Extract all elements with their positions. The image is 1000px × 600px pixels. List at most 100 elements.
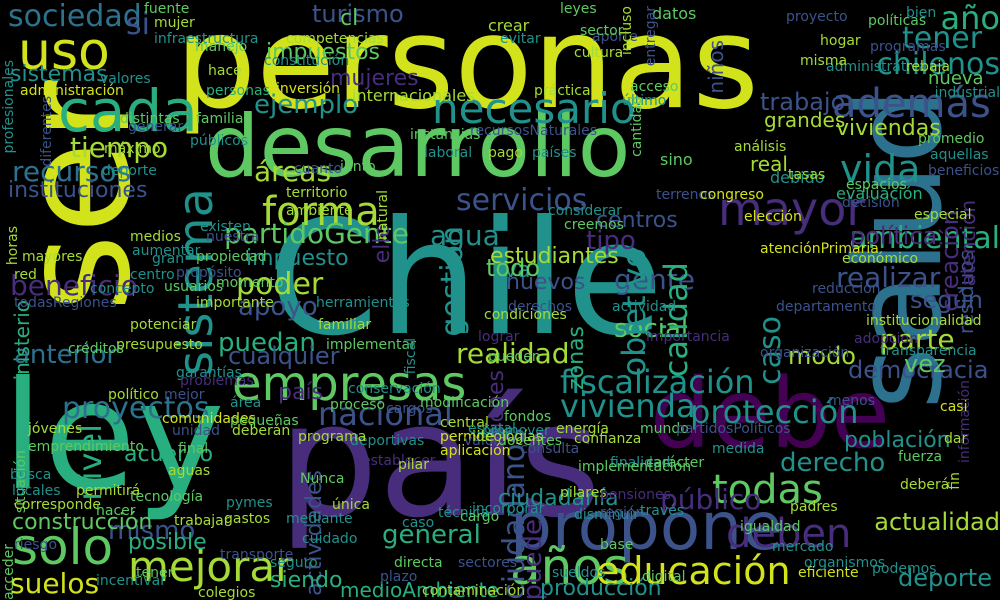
cloud-word: pueden xyxy=(488,349,541,365)
cloud-word: gente xyxy=(614,263,695,296)
cloud-word: aumentar xyxy=(132,243,201,259)
cloud-word: usuarios xyxy=(164,279,224,295)
cloud-word: podemos xyxy=(872,561,937,577)
cloud-word: competencias xyxy=(286,31,384,47)
cloud-word: directa xyxy=(394,555,443,571)
cloud-word: instancias xyxy=(410,127,481,143)
cloud-word: consulta xyxy=(520,441,580,457)
cloud-word: impuestos xyxy=(266,40,380,65)
cloud-word: si xyxy=(126,7,150,42)
cloud-word: incentivar xyxy=(96,573,166,589)
cloud-word: hogar xyxy=(820,33,861,49)
cloud-word: práctica xyxy=(534,83,591,99)
cloud-word: generar xyxy=(128,119,184,135)
cloud-word: ciudadanía xyxy=(498,486,619,511)
cloud-word: fondos xyxy=(504,409,552,425)
cloud-word: programa xyxy=(298,429,367,445)
cloud-word: sistemas xyxy=(10,62,108,87)
cloud-word: organización xyxy=(760,345,850,361)
cloud-word: terrenos xyxy=(656,187,715,203)
cloud-word: trabajar xyxy=(174,513,230,529)
cloud-word: políticas xyxy=(868,13,927,29)
cloud-word: gran xyxy=(152,251,185,267)
cloud-word: administrativa xyxy=(826,59,928,75)
cloud-word: mayores xyxy=(22,249,83,265)
cloud-word: instituciones xyxy=(8,178,148,203)
cloud-word: problemas xyxy=(180,373,254,389)
cloud-word: política xyxy=(850,222,938,250)
cloud-word: momento xyxy=(216,275,284,291)
cloud-word: industrial xyxy=(934,85,1000,101)
cloud-word: confianza xyxy=(574,431,642,447)
cloud-word: servicios xyxy=(456,183,588,218)
cloud-word: tener xyxy=(902,21,983,56)
cloud-word: emprendimiento xyxy=(28,439,144,455)
cloud-word: créditos xyxy=(68,341,124,357)
cloud-word: potenciar xyxy=(130,317,197,333)
cloud-word: información xyxy=(957,380,973,464)
cloud-word: unidad xyxy=(172,423,220,439)
cloud-word: jóvenes xyxy=(28,421,83,437)
cloud-word: leyes xyxy=(560,1,597,17)
cloud-word: último xyxy=(622,93,667,109)
cloud-word: valor xyxy=(464,433,500,449)
cloud-word: sino xyxy=(660,150,693,169)
cloud-word: seguro xyxy=(270,555,318,571)
cloud-word: todasRegiones xyxy=(14,295,117,311)
cloud-word: transporte xyxy=(220,547,294,563)
cloud-word: recursosNaturales xyxy=(470,123,598,139)
cloud-word: político xyxy=(108,387,159,403)
cloud-word: mercado xyxy=(772,539,834,555)
cloud-word: menos xyxy=(828,393,875,409)
cloud-word: máximo xyxy=(104,141,161,157)
cloud-word: digital xyxy=(642,569,686,585)
cloud-word: medioAmbiente xyxy=(340,578,499,600)
cloud-word: corresponde xyxy=(14,497,101,513)
cloud-word: fiscalización xyxy=(560,363,755,401)
cloud-word: tecnología xyxy=(130,489,204,505)
cloud-word: Chile xyxy=(268,187,664,371)
cloud-word: partidoGente xyxy=(224,217,409,250)
cloud-word: importancia xyxy=(646,329,730,345)
cloud-word: cualquier xyxy=(228,342,340,370)
cloud-word: pensiones xyxy=(600,487,671,503)
cloud-word: derecho xyxy=(780,448,886,478)
cloud-word: análisis xyxy=(734,139,787,155)
cloud-word: garantías xyxy=(176,365,242,381)
cloud-word: deporte xyxy=(102,163,157,179)
cloud-word: personas xyxy=(206,83,270,99)
cloud-word: creemos xyxy=(564,217,624,233)
cloud-word: educación xyxy=(596,549,791,593)
cloud-word: centro xyxy=(130,267,175,283)
cloud-word: laboral xyxy=(424,145,473,161)
cloud-word: diferentes xyxy=(39,96,55,167)
cloud-word: países xyxy=(532,145,577,161)
cloud-word: cuidado xyxy=(302,531,358,547)
cloud-word: gastos xyxy=(224,511,271,527)
cloud-word: manejo xyxy=(195,39,248,55)
cloud-word: áreas xyxy=(254,155,332,188)
cloud-word: estatal xyxy=(468,421,516,437)
cloud-word: niños xyxy=(704,40,728,94)
cloud-word: pilares xyxy=(560,485,607,501)
cloud-word: beneficios xyxy=(928,163,1000,179)
cloud-word: contaminación xyxy=(422,583,526,599)
cloud-word: mejorar xyxy=(128,542,293,591)
cloud-word: concepto xyxy=(90,281,155,297)
cloud-word: nuestra xyxy=(206,229,260,245)
cloud-word: pago xyxy=(488,145,523,161)
cloud-word: reducción xyxy=(812,281,881,297)
cloud-word: suelos xyxy=(10,567,100,600)
cloud-word: inversión xyxy=(276,81,341,97)
cloud-word: cargos xyxy=(386,401,433,417)
cloud-word: hace xyxy=(208,63,242,79)
cloud-word: misma xyxy=(800,53,848,69)
cloud-word: país xyxy=(278,380,324,405)
cloud-word: iva xyxy=(498,258,531,283)
cloud-word: lograr xyxy=(478,329,520,345)
cloud-word: cargo xyxy=(460,509,500,525)
cloud-word: valores xyxy=(100,71,151,87)
cloud-word: ministerio xyxy=(10,300,34,400)
cloud-word: adopción xyxy=(854,331,918,347)
cloud-word: grandes xyxy=(764,108,846,132)
